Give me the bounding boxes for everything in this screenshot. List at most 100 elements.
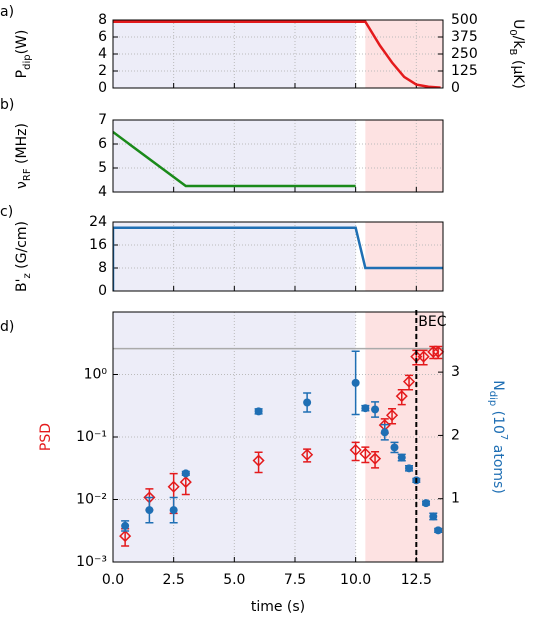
x-tick-label: 5.0 <box>223 572 245 588</box>
x-tick-label: 0.0 <box>102 572 124 588</box>
x-tick-label: 7.5 <box>284 572 306 588</box>
y2-tick-label: 1 <box>451 491 460 507</box>
y2-axis-label-part: /k <box>510 36 526 50</box>
y-tick-label: 10⁻¹ <box>76 429 107 445</box>
y-axis-label-part: ν <box>14 181 30 189</box>
y-axis-label-part: PSD <box>38 423 54 451</box>
y-axis-label-part: P <box>14 70 30 78</box>
y2-axis-label-part: 0 <box>507 29 518 35</box>
y2-tick-label: 0 <box>451 80 460 96</box>
point <box>380 428 389 437</box>
point <box>179 476 192 489</box>
y-axis-label-part: B' <box>14 279 30 292</box>
y-tick-label: 0 <box>98 283 107 299</box>
point <box>427 345 440 358</box>
y2-axis-label-part: dip <box>487 391 498 406</box>
panel-label: a) <box>0 4 14 20</box>
y-tick-label: 24 <box>89 214 107 230</box>
y2-axis-label-part: U <box>510 19 526 29</box>
point <box>359 447 372 460</box>
point <box>417 350 430 363</box>
y2-tick-label: 3 <box>451 364 460 380</box>
y-tick-label: 16 <box>89 237 107 253</box>
plot-frame <box>112 311 444 563</box>
y2-axis-label-part: 7 <box>498 434 509 440</box>
line <box>113 20 441 88</box>
y2-axis-label-part: N <box>490 380 506 390</box>
y-axis-label: Pdip(W) <box>14 30 33 79</box>
point <box>121 521 130 530</box>
y2-axis-label-part: B <box>507 49 518 56</box>
shaded-region <box>113 312 356 562</box>
y-axis-label: νRF (MHz) <box>14 123 33 189</box>
y2-tick-label: 375 <box>451 29 478 45</box>
y-axis-label-part: (G/cm) <box>14 221 30 273</box>
line <box>113 226 443 291</box>
x-tick-label: 2.5 <box>163 572 185 588</box>
y-axis-label-part: (W) <box>14 30 30 55</box>
point <box>402 375 416 388</box>
plot-frame <box>112 19 444 89</box>
point <box>349 443 362 457</box>
y-tick-label: 0 <box>98 80 107 96</box>
panel-label: d) <box>0 319 14 335</box>
shaded-region <box>113 222 356 291</box>
y2-axis-label-part: (µK) <box>510 55 526 88</box>
point <box>434 526 443 535</box>
y2-tick-label: 2 <box>451 427 460 443</box>
point <box>351 378 360 387</box>
point <box>119 530 132 543</box>
point <box>429 512 438 521</box>
y-axis-label-part: RF <box>22 168 33 181</box>
y-tick-label: 8 <box>98 12 107 28</box>
y-axis-label-part: dip <box>22 54 33 69</box>
point <box>361 404 370 413</box>
y-axis-label: B'z (G/cm) <box>14 221 33 292</box>
point <box>181 469 190 478</box>
point <box>368 452 382 465</box>
y-tick-label: 8 <box>98 260 107 276</box>
y-tick-label: 7 <box>98 112 107 128</box>
y-tick-label: 6 <box>98 29 107 45</box>
y-tick-label: 2 <box>98 63 107 79</box>
y-tick-label: 5 <box>98 160 107 176</box>
point <box>405 464 414 473</box>
y-axis-label-part: (MHz) <box>14 123 30 168</box>
y-tick-label: 10⁻² <box>76 492 107 508</box>
point <box>303 398 312 407</box>
bec-label: BEC <box>418 314 446 330</box>
y2-axis-label-part: atoms) <box>490 440 506 493</box>
y-axis-label-part: z <box>22 273 33 278</box>
y2-axis-label: U0/kB (µK) <box>507 19 526 89</box>
point <box>252 454 265 467</box>
y2-axis-label-part: (10 <box>490 406 506 434</box>
point <box>390 443 399 452</box>
point <box>169 506 178 515</box>
y2-tick-label: 125 <box>451 63 478 79</box>
plot-frame <box>112 221 444 292</box>
shaded-region <box>365 120 443 192</box>
point <box>145 506 154 515</box>
point <box>432 345 445 358</box>
point <box>422 499 431 508</box>
shaded-region <box>365 222 443 291</box>
y-tick-label: 10⁰ <box>84 367 108 383</box>
point <box>395 390 408 403</box>
y-tick-label: 6 <box>98 136 107 152</box>
point <box>397 453 406 462</box>
plot-frame <box>112 119 444 193</box>
point <box>301 448 314 461</box>
point <box>254 407 263 416</box>
point <box>385 409 399 422</box>
point <box>167 480 180 493</box>
x-tick-label: 12.5 <box>401 572 432 588</box>
y-axis-label: PSD <box>38 423 54 451</box>
line <box>113 130 356 188</box>
y-tick-label: 4 <box>98 184 107 200</box>
y2-tick-label: 500 <box>451 12 478 28</box>
y-tick-label: 4 <box>98 46 107 62</box>
y-tick-label: 10⁻³ <box>76 554 107 570</box>
x-axis-label: time (s) <box>251 599 305 615</box>
panel-label: c) <box>0 204 13 220</box>
